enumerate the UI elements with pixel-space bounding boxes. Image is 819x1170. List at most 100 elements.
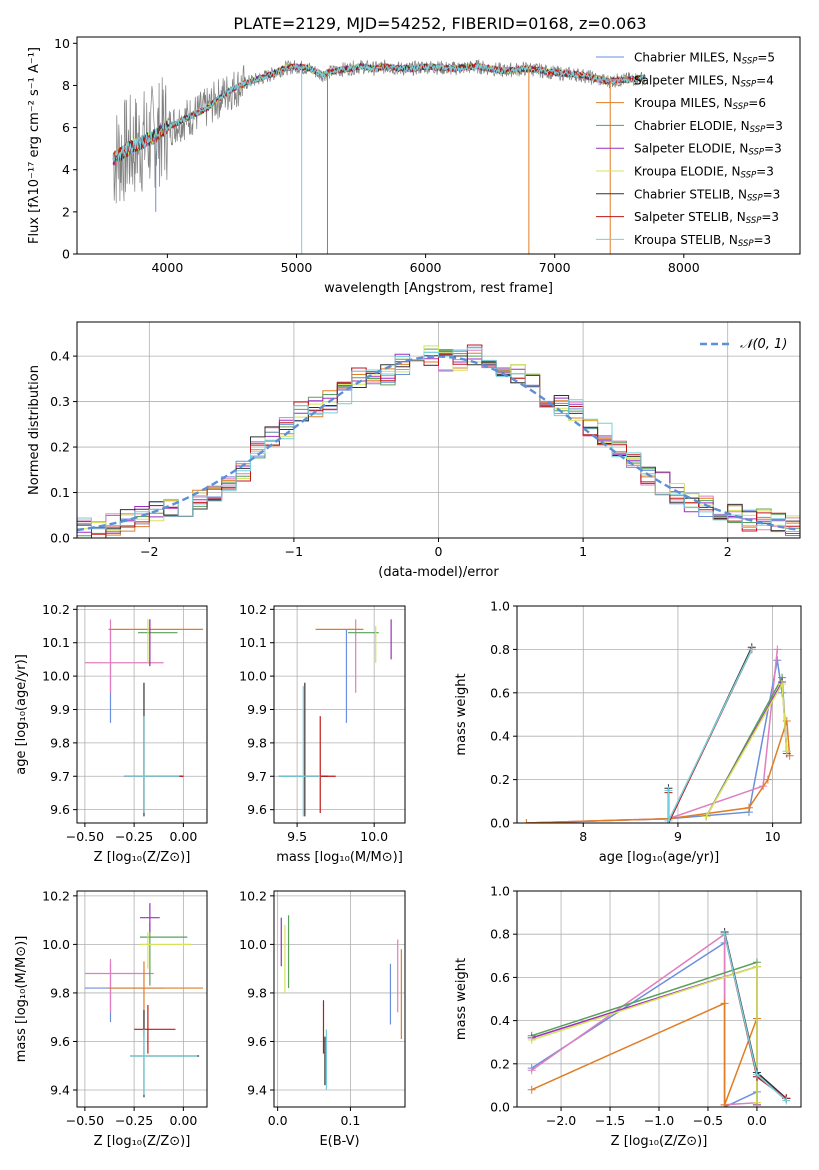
y-tick-label: 0 bbox=[62, 247, 70, 262]
series-marker bbox=[782, 747, 791, 756]
point-stelib-kroupa bbox=[130, 1029, 198, 1095]
y-tick-label: 9.6 bbox=[50, 802, 70, 817]
series-stelib-salpeter bbox=[720, 930, 791, 1103]
series-marker bbox=[744, 803, 753, 812]
y-tick-label: 9.9 bbox=[50, 702, 70, 717]
y-tick-label: 10.2 bbox=[239, 888, 267, 903]
y-tick-label: 0.0 bbox=[490, 1100, 510, 1115]
legend-entry: Chabrier STELIB, NSSP=3 bbox=[634, 187, 780, 203]
mass-weight-vs-age-marks bbox=[522, 643, 794, 823]
y-tick-label: 0.0 bbox=[490, 816, 510, 831]
x-axis-label: E(B-V) bbox=[319, 1134, 359, 1149]
series-line bbox=[526, 720, 791, 823]
point-stelib-salpeter bbox=[134, 1005, 176, 1054]
y-axis-label: mass [log₁₀(M/M⊙)] bbox=[14, 936, 29, 1063]
spectrum-marks bbox=[112, 59, 646, 254]
mass-vs-metallicity-axes: −0.50 −0.25 0.00 9.4 9.6 9.8 10.0 10.2 Z [log₁₀(… bbox=[14, 888, 208, 1149]
x-tick-label: 7000 bbox=[539, 260, 571, 275]
x-tick-label: −1.5 bbox=[595, 1113, 625, 1128]
x-tick-label: −0.50 bbox=[66, 1113, 104, 1128]
series-marker bbox=[782, 1096, 791, 1105]
series-miles-kroupa bbox=[527, 999, 761, 1107]
y-tick-label: 0.0 bbox=[50, 531, 70, 546]
series-marker bbox=[522, 819, 531, 823]
x-axis-label: (data-model)/error bbox=[378, 565, 499, 580]
y-tick-label: 0.2 bbox=[490, 772, 510, 787]
residual-histogram-axes: −2 −1 0 1 2 0.0 0.1 0.2 0.3 0.4 (data-model)/error… bbox=[27, 321, 801, 580]
legend-entry: Salpeter STELIB, NSSP=3 bbox=[634, 210, 779, 226]
x-tick-label: 0.0 bbox=[268, 1113, 288, 1128]
point-miles-salpeter bbox=[84, 958, 154, 1013]
point-stelib-salpeter bbox=[304, 716, 336, 813]
y-tick-label: 0.8 bbox=[490, 642, 510, 657]
series-marker bbox=[752, 1098, 761, 1107]
y-tick-label: 0.8 bbox=[490, 927, 510, 942]
mass-vs-extinction-axes: 0.0 0.1 9.4 9.6 9.8 10.0 10.2 E(B-V) bbox=[239, 888, 406, 1149]
point-miles-kroupa bbox=[108, 961, 204, 1037]
point-elodie-chabrier bbox=[140, 922, 188, 986]
y-tick-label: 0.1 bbox=[50, 485, 70, 500]
histogram-step-stelib-salpeter bbox=[77, 344, 800, 535]
legend-entry: Salpeter ELODIE, NSSP=3 bbox=[634, 142, 782, 158]
spectrum-legend: Chabrier MILES, NSSP=5 Salpeter MILES, NS… bbox=[596, 51, 783, 249]
y-tick-label: 0.6 bbox=[490, 685, 510, 700]
x-tick-label: 6000 bbox=[410, 260, 442, 275]
axes-frame bbox=[273, 890, 406, 1108]
y-tick-label: 10.2 bbox=[42, 602, 70, 617]
x-axis-label: Z [log₁₀(Z/Z⊙)] bbox=[94, 1134, 191, 1149]
y-tick-label: 9.7 bbox=[50, 769, 70, 784]
mass-weight-vs-age-axes: 8 9 10 0.0 0.2 0.4 0.6 0.8 1.0 age [log₁₀(age/yr)… bbox=[454, 599, 802, 865]
x-tick-label: −0.25 bbox=[115, 1113, 153, 1128]
x-axis-label: Z [log₁₀(Z/Z⊙)] bbox=[611, 1134, 708, 1149]
point-stelib-kroupa bbox=[124, 716, 180, 813]
model-spectrum-stelib-salpeter bbox=[112, 62, 646, 167]
x-tick-label: −2 bbox=[140, 544, 158, 559]
series-marker bbox=[527, 1036, 536, 1045]
y-tick-label: 10.0 bbox=[239, 937, 267, 952]
y-tick-label: 9.8 bbox=[247, 735, 267, 750]
mass-weight-vs-metallicity-axes: −2.0 −1.5 −1.0 −0.5 0.0 0.0 0.2 0.4 0.6 0.8 1.0 Z [… bbox=[454, 884, 802, 1149]
histogram-step-stelib-kroupa bbox=[77, 347, 800, 532]
series-stelib-kroupa bbox=[664, 645, 756, 823]
series-line bbox=[723, 934, 787, 1100]
legend-entry: 𝒩(0, 1) bbox=[740, 337, 787, 352]
model-spectrum-miles-chabrier bbox=[112, 62, 610, 166]
age-vs-metallicity-marks bbox=[84, 619, 204, 817]
x-tick-label: −0.25 bbox=[115, 829, 153, 844]
y-tick-label: 4 bbox=[62, 162, 70, 177]
y-tick-label: 9.9 bbox=[247, 702, 267, 717]
series-marker bbox=[527, 1066, 536, 1075]
y-tick-label: 10 bbox=[54, 36, 70, 51]
series-line bbox=[723, 934, 787, 1102]
series-elodie-chabrier bbox=[527, 958, 761, 1107]
y-tick-label: 6 bbox=[62, 120, 70, 135]
y-tick-label: 1.0 bbox=[490, 599, 510, 614]
x-tick-label: 0.1 bbox=[340, 1113, 360, 1128]
y-tick-label: 0.4 bbox=[50, 349, 70, 364]
y-tick-label: 9.6 bbox=[247, 1034, 267, 1049]
y-tick-label: 2 bbox=[62, 204, 70, 219]
x-tick-label: 10 bbox=[765, 829, 781, 844]
x-tick-label: −1 bbox=[285, 544, 303, 559]
y-tick-label: 9.6 bbox=[50, 1034, 70, 1049]
y-tick-label: 0.2 bbox=[490, 1056, 510, 1071]
y-axis-label: mass weight bbox=[454, 958, 469, 1040]
x-tick-label: 2 bbox=[724, 544, 732, 559]
point-elodie-salpeter bbox=[140, 903, 160, 933]
series-stelib-kroupa bbox=[720, 930, 791, 1105]
series-marker bbox=[763, 775, 772, 784]
model-spectrum-stelib-kroupa bbox=[112, 62, 646, 162]
y-tick-label: 10.0 bbox=[239, 669, 267, 684]
x-tick-label: 10.0 bbox=[360, 829, 388, 844]
y-tick-label: 9.7 bbox=[247, 769, 267, 784]
series-marker bbox=[720, 1100, 729, 1107]
point-elodie-kroupa bbox=[140, 932, 192, 969]
axes-frame bbox=[76, 36, 801, 255]
point-stelib-kroupa bbox=[278, 686, 321, 817]
series-marker bbox=[778, 680, 787, 689]
y-tick-label: 0.4 bbox=[490, 729, 510, 744]
x-tick-label: 0.0 bbox=[747, 1113, 767, 1128]
x-axis-label: mass [log₁₀(M/M⊙)] bbox=[276, 850, 403, 865]
legend-entry: Kroupa ELODIE, NSSP=3 bbox=[634, 165, 774, 181]
